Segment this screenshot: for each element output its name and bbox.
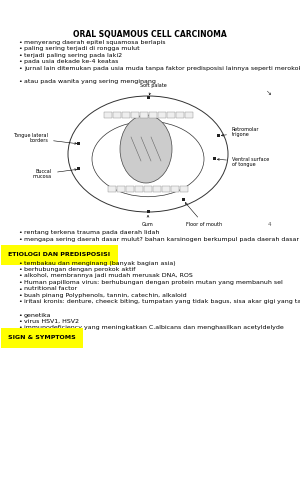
Text: Ventral surface
of tongue: Ventral surface of tongue <box>218 157 269 167</box>
Bar <box>167 112 175 118</box>
Text: pada usia dekade ke-4 keatas: pada usia dekade ke-4 keatas <box>24 59 118 65</box>
Text: •: • <box>18 326 22 330</box>
Bar <box>76 142 80 146</box>
Text: •: • <box>18 313 22 318</box>
Bar <box>117 186 125 192</box>
Text: menyerang daerah epitel squamosa berlapis: menyerang daerah epitel squamosa berlapi… <box>24 40 166 45</box>
Bar <box>146 210 149 213</box>
Bar <box>140 112 148 118</box>
Bar <box>76 167 80 170</box>
Ellipse shape <box>120 115 172 183</box>
Bar <box>103 112 112 118</box>
Text: Retromolar
trigone: Retromolar trigone <box>221 126 260 137</box>
Text: genetika: genetika <box>24 313 52 318</box>
Text: •: • <box>18 79 22 84</box>
Text: •: • <box>18 237 22 242</box>
Bar <box>153 186 161 192</box>
Text: •: • <box>18 260 22 265</box>
Bar <box>180 186 188 192</box>
Bar <box>176 112 184 118</box>
Text: buah pinang Polyphenols, tannin, catechin, alkaloid: buah pinang Polyphenols, tannin, catechi… <box>24 293 187 298</box>
Text: •: • <box>18 53 22 58</box>
Bar <box>158 112 166 118</box>
Bar <box>122 112 130 118</box>
Text: •: • <box>18 280 22 285</box>
Bar <box>162 186 170 192</box>
Text: iritasi kronis: denture, cheeck biting, tumpatan yang tidak bagus, sisa akar gig: iritasi kronis: denture, cheeck biting, … <box>24 299 300 304</box>
Bar <box>148 112 157 118</box>
Bar <box>184 112 193 118</box>
Text: •: • <box>18 59 22 65</box>
Bar <box>146 96 149 99</box>
Text: ETIOLOGI DAN PREDISPOSISI: ETIOLOGI DAN PREDISPOSISI <box>8 252 110 257</box>
Text: rentang terkena trauma pada daerah lidah: rentang terkena trauma pada daerah lidah <box>24 230 159 235</box>
Text: alkohol, membrannya jadi mudah merusak DNA, ROS: alkohol, membrannya jadi mudah merusak D… <box>24 274 193 279</box>
Text: Human papilloma virus: berhubungan dengan protein mutan yang membanuh sel: Human papilloma virus: berhubungan denga… <box>24 280 283 285</box>
Text: nutritional factor: nutritional factor <box>24 287 77 291</box>
Text: Floor of mouth: Floor of mouth <box>185 203 222 227</box>
Bar <box>171 186 179 192</box>
Text: mengapa sering daerah dasar mulut? bahan karsinogen berkumpul pada daerah dasar : mengapa sering daerah dasar mulut? bahan… <box>24 237 300 242</box>
Text: Buccal
mucosa: Buccal mucosa <box>33 168 76 179</box>
Text: paling sering terjadi di rongga mulut: paling sering terjadi di rongga mulut <box>24 46 140 51</box>
Text: virus HSV1, HSV2: virus HSV1, HSV2 <box>24 319 79 324</box>
Text: •: • <box>18 274 22 279</box>
Bar <box>212 158 215 161</box>
Bar <box>144 186 152 192</box>
Text: •: • <box>18 267 22 272</box>
Text: •: • <box>18 230 22 235</box>
Text: •: • <box>18 299 22 304</box>
Text: 4: 4 <box>268 222 271 227</box>
Text: •: • <box>18 319 22 324</box>
Text: Soft palate: Soft palate <box>140 83 166 95</box>
Bar <box>217 134 220 137</box>
Text: •: • <box>18 287 22 291</box>
Bar <box>108 186 116 192</box>
Text: ↘: ↘ <box>266 90 272 96</box>
Text: •: • <box>18 40 22 45</box>
Text: berhubungan dengan perokok aktif: berhubungan dengan perokok aktif <box>24 267 135 272</box>
Bar <box>126 186 134 192</box>
Bar <box>182 199 184 202</box>
Text: •: • <box>18 66 22 71</box>
Text: jurnal lain ditemukan pada usia muda tanpa faktor predisposisi lainnya seperti m: jurnal lain ditemukan pada usia muda tan… <box>24 66 300 71</box>
Text: •: • <box>18 293 22 298</box>
Text: SIGN & SYMPTOMS: SIGN & SYMPTOMS <box>8 335 76 340</box>
Text: Gum: Gum <box>142 215 154 227</box>
Text: ORAL SQUAMOUS CELL CARCINOMA: ORAL SQUAMOUS CELL CARCINOMA <box>73 30 227 39</box>
Bar <box>112 112 121 118</box>
Bar <box>130 112 139 118</box>
Text: atau pada wanita yang sering menginang: atau pada wanita yang sering menginang <box>24 79 156 84</box>
Text: Tongue lateral
borders: Tongue lateral borders <box>13 132 76 144</box>
Text: tembakau dan menginang (banyak bagian asia): tembakau dan menginang (banyak bagian as… <box>24 260 176 265</box>
Bar <box>135 186 143 192</box>
Text: immunodeficiency yang meningkatkan C.albicans dan menghasilkan acetyldelyde: immunodeficiency yang meningkatkan C.alb… <box>24 326 284 330</box>
Text: terjadi paling sering pada laki2: terjadi paling sering pada laki2 <box>24 53 122 58</box>
Text: •: • <box>18 46 22 51</box>
